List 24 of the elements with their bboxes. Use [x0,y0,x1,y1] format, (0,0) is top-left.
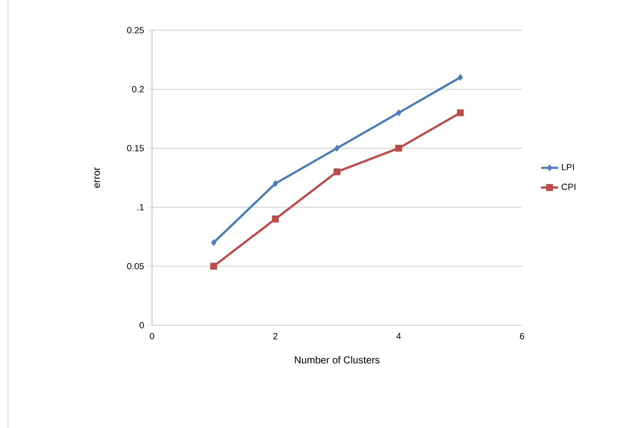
point [210,262,218,270]
y-tick-label: 0.05 [127,262,144,270]
y-tick-label: 0.15 [127,144,144,152]
x-tick-label: 2 [273,332,278,340]
x-axis-title: Number of Clusters [294,356,380,364]
y-tick-label: 0.2 [132,86,144,92]
point [272,180,278,187]
legend-label: LPI [562,164,574,170]
y-tick-label: .1 [138,204,144,210]
point [458,74,463,81]
legend-label: CPI [562,183,576,190]
point [334,168,340,176]
point [395,144,402,152]
x-tick-label: 4 [396,332,401,339]
y-tick-label: 0.25 [127,26,144,34]
point [272,215,279,222]
y-axis-title: error [94,167,100,188]
x-tick-label: 0 [150,332,154,340]
point [334,144,340,152]
y-tick-label: 0 [140,322,144,328]
point [456,109,464,116]
x-tick-label: 6 [520,332,524,340]
point [211,238,216,246]
point [396,109,402,116]
